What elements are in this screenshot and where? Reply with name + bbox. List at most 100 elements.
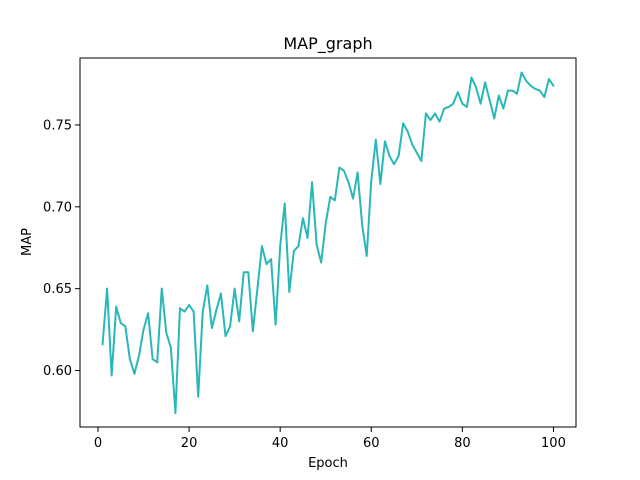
data-point	[292, 250, 295, 252]
data-point	[529, 84, 532, 87]
data-point	[452, 102, 455, 105]
data-point	[461, 102, 464, 105]
x-tick-label: 20	[181, 436, 198, 451]
data-point	[279, 245, 282, 248]
x-tick-label: 40	[272, 436, 289, 451]
data-point	[156, 361, 159, 364]
data-point	[456, 91, 459, 94]
series-line	[101, 71, 555, 415]
data-point	[470, 76, 473, 79]
data-point	[192, 310, 195, 313]
data-point	[302, 217, 304, 220]
data-point	[210, 327, 213, 329]
data-point	[420, 160, 423, 162]
y-tick-label: 0.70	[43, 200, 72, 215]
data-point	[447, 106, 450, 108]
data-point	[356, 171, 359, 174]
y-tick-label: 0.75	[43, 118, 72, 133]
data-point	[429, 119, 432, 121]
x-tick-label: 100	[541, 436, 566, 451]
data-point	[256, 287, 259, 290]
plot-area	[79, 57, 577, 428]
data-point	[220, 292, 222, 295]
data-point	[151, 358, 154, 360]
data-point	[333, 199, 336, 202]
data-point	[101, 343, 104, 346]
data-point	[183, 310, 186, 313]
data-point	[242, 271, 245, 274]
data-point	[384, 140, 386, 143]
data-point	[188, 304, 190, 306]
y-axis: 0.60 0.65 0.70 0.75	[43, 118, 80, 379]
data-point	[115, 305, 118, 308]
data-point	[370, 179, 373, 182]
data-point	[288, 291, 291, 293]
data-point	[425, 112, 427, 115]
data-point	[106, 287, 108, 290]
data-point	[251, 330, 254, 333]
data-point	[415, 151, 418, 154]
data-point	[197, 395, 200, 398]
chart-title: MAP_graph	[283, 34, 372, 54]
y-tick-label: 0.65	[43, 282, 72, 297]
data-point	[552, 84, 555, 87]
data-point	[165, 331, 168, 334]
x-axis-label: Epoch	[308, 456, 348, 471]
data-point	[511, 89, 514, 92]
data-point	[502, 107, 505, 110]
data-point	[411, 143, 414, 146]
data-point	[543, 96, 546, 99]
data-point	[320, 261, 323, 264]
x-tick-label: 0	[94, 436, 102, 451]
y-tick-label: 0.60	[43, 364, 72, 379]
data-point	[479, 102, 482, 105]
data-point	[484, 81, 487, 84]
data-point	[201, 310, 204, 313]
data-point	[466, 106, 468, 108]
data-point	[147, 312, 149, 315]
data-point	[397, 155, 400, 157]
data-point	[233, 287, 236, 290]
data-point	[488, 99, 491, 102]
data-point	[347, 181, 350, 184]
data-point	[297, 245, 300, 248]
data-point	[352, 197, 354, 200]
data-point	[138, 354, 140, 357]
data-point	[315, 243, 318, 246]
data-point	[393, 163, 395, 166]
data-point	[516, 92, 518, 95]
data-point	[179, 307, 181, 310]
data-point	[361, 223, 364, 226]
data-point	[261, 245, 263, 248]
x-tick-label: 80	[454, 436, 471, 451]
data-point	[402, 122, 405, 125]
data-point	[265, 263, 268, 266]
data-point	[388, 155, 391, 157]
data-point	[229, 325, 231, 328]
data-point	[406, 130, 409, 133]
data-point	[169, 346, 172, 349]
data-point	[538, 89, 541, 92]
data-point	[525, 79, 528, 82]
data-point	[206, 284, 209, 287]
y-axis-label: MAP	[20, 228, 35, 256]
data-point	[434, 112, 436, 115]
data-point	[128, 358, 131, 360]
data-point	[475, 86, 477, 89]
data-point	[215, 309, 218, 311]
data-point	[324, 222, 327, 225]
x-tick-label: 60	[363, 436, 380, 451]
axes-frame	[79, 57, 577, 428]
data-point	[443, 107, 446, 110]
data-point	[438, 120, 441, 123]
data-point	[174, 412, 177, 414]
data-point	[329, 196, 332, 198]
data-point	[247, 271, 250, 274]
data-point	[534, 88, 537, 90]
x-axis: 0 20 40 60 80 100	[94, 427, 566, 451]
data-point	[306, 237, 309, 239]
data-point	[224, 335, 227, 338]
data-point	[338, 166, 341, 169]
